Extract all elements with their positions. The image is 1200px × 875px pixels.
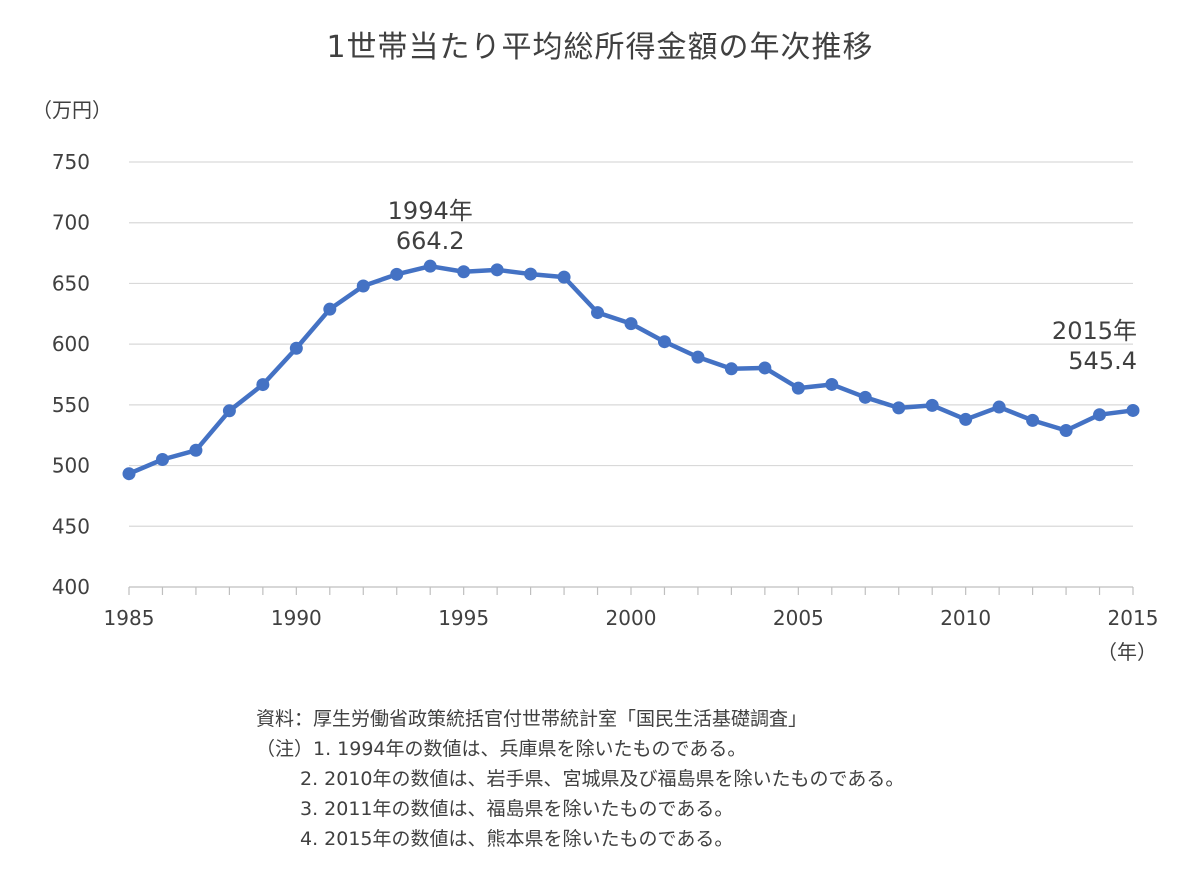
data-point bbox=[423, 259, 437, 273]
data-point bbox=[356, 279, 370, 293]
data-point bbox=[959, 412, 973, 426]
data-point bbox=[222, 404, 236, 418]
data-point bbox=[925, 398, 939, 412]
annotation-value-label: 664.2 bbox=[396, 227, 465, 255]
x-tick-label: 1995 bbox=[438, 606, 489, 630]
y-axis-unit-label: （万円） bbox=[32, 98, 112, 122]
y-tick-label: 700 bbox=[52, 211, 90, 235]
data-point bbox=[992, 400, 1006, 414]
data-point bbox=[624, 317, 638, 331]
data-point bbox=[591, 306, 605, 320]
data-point bbox=[1093, 408, 1107, 422]
y-tick-label: 600 bbox=[52, 332, 90, 356]
x-tick-label: 2010 bbox=[940, 606, 991, 630]
note-1: （注）1. 1994年の数値は、兵庫県を除いたものである。 bbox=[256, 738, 747, 760]
data-point bbox=[758, 361, 772, 375]
y-tick-label: 550 bbox=[52, 393, 90, 417]
y-tick-label: 750 bbox=[52, 150, 90, 174]
annotation-year-label: 2015年 bbox=[1052, 317, 1137, 345]
data-point bbox=[457, 265, 471, 279]
line-chart: 400 450 500 550 600 650 700 750 1985 1990 1995 2000… bbox=[52, 150, 1159, 664]
notes-block: 資料：厚生労働省政策統括官付世帯統計室「国民生活基礎調査」 （注）1. 1994… bbox=[256, 704, 904, 854]
annotation-year-label: 1994年 bbox=[388, 197, 473, 225]
annotation-value-label: 545.4 bbox=[1068, 347, 1137, 375]
data-point bbox=[390, 267, 404, 281]
data-point bbox=[289, 341, 303, 355]
x-tick-label: 2000 bbox=[606, 606, 657, 630]
data-point bbox=[791, 381, 805, 395]
y-tick-label: 650 bbox=[52, 271, 90, 295]
y-tick-label: 450 bbox=[52, 514, 90, 538]
x-tick-label: 2005 bbox=[773, 606, 824, 630]
data-point bbox=[1026, 413, 1040, 427]
data-point bbox=[490, 263, 504, 277]
data-point bbox=[858, 390, 872, 404]
series-line bbox=[128, 263, 1134, 476]
data-point bbox=[724, 362, 738, 376]
x-axis-unit-label: （年） bbox=[1097, 640, 1157, 664]
data-point bbox=[557, 270, 571, 284]
x-tick-label: 2015 bbox=[1108, 606, 1159, 630]
data-point bbox=[1059, 423, 1073, 437]
chart-title: 1世帯当たり平均総所得金額の年次推移 bbox=[326, 30, 874, 65]
note-3: 3. 2011年の数値は、福島県を除いたものである。 bbox=[300, 798, 734, 820]
data-point bbox=[892, 401, 906, 415]
data-point bbox=[524, 267, 538, 281]
x-tick-label: 1985 bbox=[104, 606, 155, 630]
data-point bbox=[189, 443, 203, 457]
data-point bbox=[825, 377, 839, 391]
x-tick-label: 1990 bbox=[271, 606, 322, 630]
data-point bbox=[323, 302, 337, 316]
data-point bbox=[1126, 403, 1140, 417]
y-tick-label: 400 bbox=[52, 575, 90, 599]
y-tick-label: 500 bbox=[52, 454, 90, 478]
note-4: 4. 2015年の数値は、熊本県を除いたものである。 bbox=[300, 828, 734, 850]
data-point bbox=[657, 335, 671, 349]
source-note: 資料：厚生労働省政策統括官付世帯統計室「国民生活基礎調査」 bbox=[256, 708, 808, 730]
data-point bbox=[155, 453, 169, 466]
data-point bbox=[256, 378, 270, 392]
note-2: 2. 2010年の数値は、岩手県、宮城県及び福島県を除いたものである。 bbox=[300, 768, 905, 790]
data-point bbox=[691, 350, 705, 364]
data-point bbox=[122, 467, 136, 481]
